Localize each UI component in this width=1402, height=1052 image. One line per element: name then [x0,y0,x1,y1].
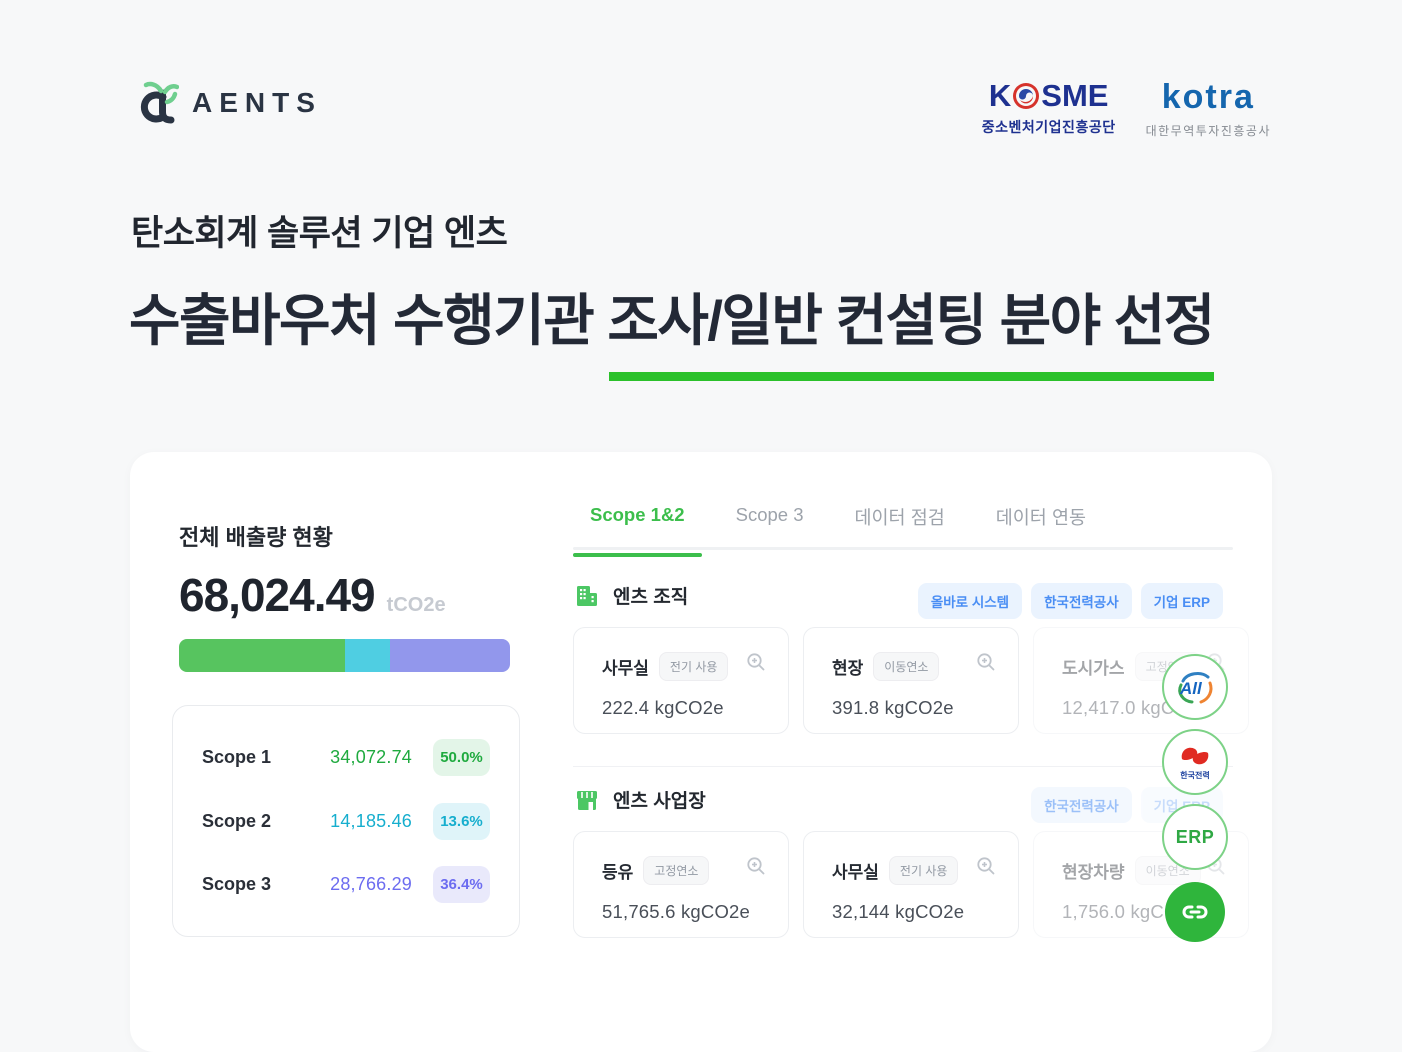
scope-2-label: Scope 2 [202,810,272,831]
card-tag: 이동연소 [873,652,940,681]
tab-data-check[interactable]: 데이터 점검 [854,507,945,528]
erp-label: ERP [1175,826,1215,847]
zoom-in-icon[interactable] [976,856,996,876]
zoom-in-icon[interactable] [746,856,766,876]
site-integration-badges: 한국전력공사 기업 ERP [1031,787,1223,823]
zoom-in-icon[interactable] [746,652,766,672]
total-emissions-unit: tCO2e [386,594,446,616]
card-title: 사무실 [832,863,879,882]
title-plain: 수출바우처 수행기관 [129,289,608,352]
integration-circle-allbaro: All [1162,654,1228,720]
link-icon [1182,905,1208,919]
site-cards-row: 등유 고정연소 51,765.6 kgCO2e 사무실 전기 사용 [573,831,1249,938]
scope-3-percent-badge: 36.4% [433,866,490,903]
badge-kepco: 한국전력공사 [1031,787,1132,823]
total-emissions: 68,024.49 tCO2e [179,568,446,622]
card-tag: 전기 사용 [658,652,729,681]
scope-breakdown-card: Scope 1 34,072.74 50.0% Scope 2 14,185.4… [172,705,520,937]
card-value: 391.8 kgCO2e [832,697,954,718]
card-title: 현장차량 [1062,863,1125,882]
kosme-logo: K SME 중소벤처기업진흥공단 [982,80,1116,137]
card-tag: 전기 사용 [888,856,959,885]
tab-scope-3[interactable]: Scope 3 [735,504,804,525]
scope-1-value: 34,072.74 [330,747,412,767]
kosme-taegeuk-icon [1013,82,1040,109]
kotra-subtitle: 대한무역투자진흥공사 [1145,124,1271,138]
building-icon [577,585,597,606]
page-title: 수출바우처 수행기관 조사/일반 컨설팅 분야 선정 [129,276,1215,381]
kosme-k: K [988,78,1012,113]
card-title: 등유 [602,863,634,882]
bar-segment-scope-3 [389,639,510,672]
title-underline-bar [609,372,1214,381]
card-title: 도시가스 [1062,659,1125,678]
card-value: 32,144 kgCO2e [832,901,965,922]
allbaro-swirl-icon [1178,672,1213,704]
badge-allbaro-system: 올바로 시스템 [917,583,1023,619]
kepco-label: 한국전력 [1180,771,1210,780]
integration-circle-erp: ERP [1162,804,1228,870]
card-value: 1,756.0 kgCO2e [1062,901,1200,922]
bar-segment-scope-1 [179,639,345,672]
section-divider [573,766,1233,767]
scope-2-percent-badge: 13.6% [433,802,490,840]
stacked-bar [179,639,510,672]
emission-card-kerosene: 등유 고정연소 51,765.6 kgCO2e [573,831,789,938]
org-section-header: 엔츠 조직 [575,582,688,609]
org-section-title: 엔츠 조직 [613,587,689,608]
brand-name: AENTS [192,87,322,118]
kosme-sme: SME [1041,78,1109,113]
scope-row-3: Scope 3 28,766.29 36.4% [202,866,490,903]
scope-row-2: Scope 2 14,185.46 13.6% [202,802,490,840]
scope-2-value: 14,185.46 [330,810,412,831]
badge-kepco: 한국전력공사 [1031,583,1132,619]
total-emissions-value: 68,024.49 [179,569,376,621]
card-title: 현장 [832,659,864,678]
summary-title: 전체 배출량 현황 [179,525,333,550]
site-section-title: 엔츠 사업장 [613,791,706,812]
aents-logo: AENTS [133,80,322,126]
scope-3-label: Scope 3 [202,874,272,894]
card-tag: 고정연소 [643,856,710,885]
tab-data-sync[interactable]: 데이터 연동 [995,507,1086,528]
kepco-logo-icon [1181,747,1209,765]
hero-subtitle: 탄소회계 솔루션 기업 엔츠 [131,214,508,253]
kotra-logo: kotra 대한무역투자진흥공사 [1146,80,1271,139]
emission-card-office: 사무실 전기 사용 222.4 kgCO2e [573,627,789,734]
card-title: 사무실 [602,659,649,678]
tab-bar: Scope 1&2 Scope 3 데이터 점검 데이터 연동 [573,504,1233,557]
link-button[interactable] [1165,882,1225,942]
allbaro-label: All [1180,679,1202,698]
scope-3-value: 28,766.29 [330,874,412,894]
tab-scope-1-2[interactable]: Scope 1&2 [573,504,702,557]
site-section-header: 엔츠 사업장 [575,786,706,813]
partner-logos: K SME 중소벤처기업진흥공단 kotra 대한무역투자진흥공사 [982,80,1271,139]
emission-card-field: 현장 이동연소 391.8 kgCO2e [803,627,1019,734]
org-cards-row: 사무실 전기 사용 222.4 kgCO2e 현장 이동연소 [573,627,1249,734]
tab-track [573,547,1233,550]
scope-1-label: Scope 1 [202,747,272,767]
scope-row-1: Scope 1 34,072.74 50.0% [202,739,490,776]
badge-erp: 기업 ERP [1140,583,1223,619]
dashboard-card: 전체 배출량 현황 68,024.49 tCO2e Scope 1 34,072… [130,452,1272,1052]
zoom-in-icon[interactable] [976,652,996,672]
kosme-subtitle: 중소벤처기업진흥공단 [981,119,1116,135]
title-underlined: 조사/일반 컨설팅 분야 선정 [607,289,1215,352]
scope-1-percent-badge: 50.0% [433,739,490,776]
emission-card-office-site: 사무실 전기 사용 32,144 kgCO2e [803,831,1019,938]
card-value: 51,765.6 kgCO2e [602,901,751,922]
card-value: 222.4 kgCO2e [602,697,724,718]
aents-logo-icon [140,81,179,124]
storefront-icon [577,790,597,810]
org-integration-badges: 올바로 시스템 한국전력공사 기업 ERP [917,583,1223,619]
integration-circle-kepco: 한국전력 [1162,729,1228,795]
kotra-name: kotra [1161,78,1255,116]
bar-segment-scope-2 [344,639,390,672]
